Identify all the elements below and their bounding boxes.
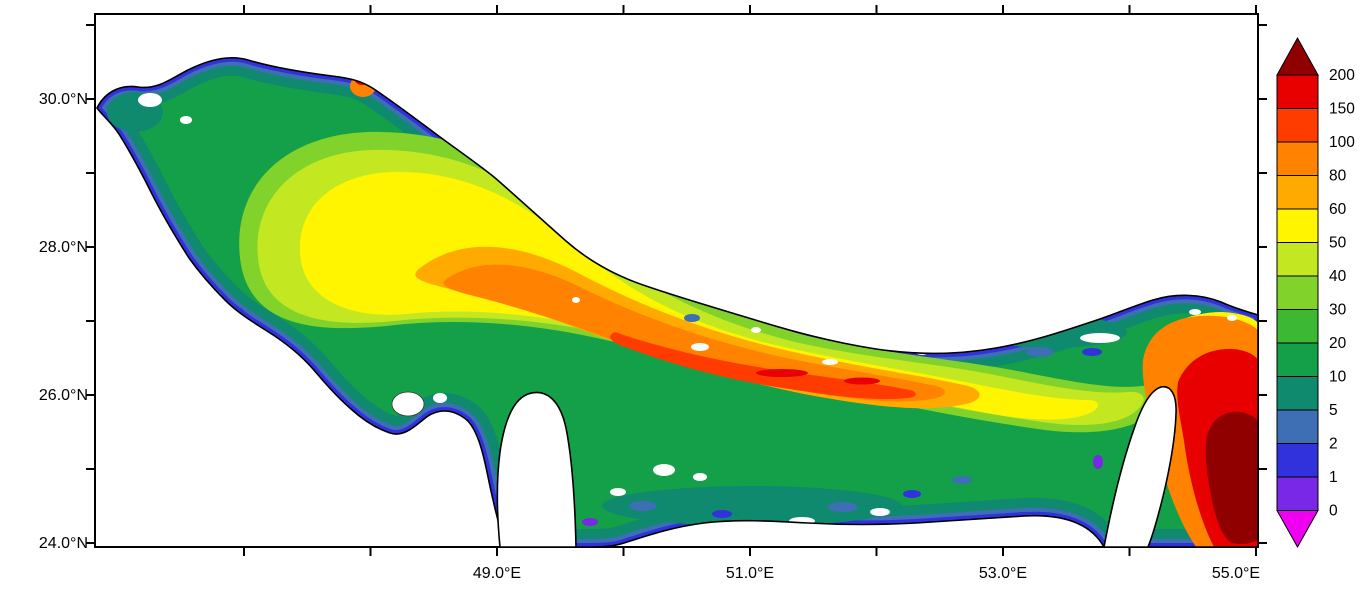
colorbar-label-2: 2	[1329, 436, 1338, 453]
island	[138, 93, 162, 107]
island	[691, 343, 709, 351]
island	[610, 488, 626, 496]
low-value-speckle	[1093, 455, 1103, 469]
colorbar-cell-50-60	[1276, 208, 1319, 243]
contour-dash-150-200	[844, 377, 880, 385]
low-value-speckle	[903, 490, 921, 498]
y-tick-label-24n: 24.0°N	[39, 535, 88, 552]
musandam-peninsula	[1103, 386, 1177, 548]
colorbar-label-5: 5	[1329, 402, 1338, 419]
colorbar-label-50: 50	[1329, 235, 1347, 252]
low-value-speckle	[712, 510, 732, 518]
y-tick-label-28n: 28.0°N	[39, 239, 88, 256]
y-axis-ticks-right	[1258, 24, 1267, 544]
x-tick-label-53e: 53.0°E	[979, 565, 1027, 582]
shallow-patch-northeast	[977, 316, 1127, 348]
colorbar-cell-60-80	[1276, 175, 1319, 210]
low-value-speckle	[629, 501, 657, 511]
low-value-speckle	[155, 246, 165, 254]
colorbar-label-60: 60	[1329, 201, 1347, 218]
map-area	[97, 57, 1258, 547]
x-axis-ticks-top	[243, 5, 1257, 14]
colorbar-cell-0-1	[1276, 476, 1319, 511]
y-axis-ticks-left	[86, 24, 95, 544]
contour-band-80-100	[443, 264, 945, 402]
low-value-speckle	[952, 476, 972, 484]
colorbar-label-100: 100	[1329, 134, 1355, 151]
colorbar-label-200: 200	[1329, 67, 1355, 84]
colorbar-cell-30-40	[1276, 275, 1319, 310]
low-value-speckle	[1026, 347, 1054, 357]
island	[693, 473, 707, 481]
colorbar-label-150: 150	[1329, 101, 1355, 118]
island	[433, 393, 447, 403]
x-tick-label-51e: 51.0°E	[726, 565, 774, 582]
colorbar-label-80: 80	[1329, 168, 1347, 185]
colorbar: 200 150 100 80 60 50 40 30 20 10 5 2 1 0	[1276, 36, 1355, 549]
x-axis-ticks-bottom	[243, 547, 1257, 556]
colorbar-cell-2-5	[1276, 409, 1319, 444]
low-value-speckle	[684, 314, 700, 322]
island-qeshm	[1080, 333, 1120, 343]
island-bahrain	[391, 391, 425, 417]
island	[572, 297, 580, 303]
low-value-speckle	[228, 307, 244, 317]
colorbar-label-20: 20	[1329, 335, 1347, 352]
x-tick-label-55e: 55.0°E	[1212, 565, 1260, 582]
colorbar-over-arrow	[1276, 36, 1319, 76]
y-tick-label-30n: 30.0°N	[39, 91, 88, 108]
colorbar-cell-5-10	[1276, 376, 1319, 411]
contour-band-50-60	[299, 171, 1099, 420]
colorbar-under-arrow	[1276, 510, 1319, 549]
colorbar-label-40: 40	[1329, 268, 1347, 285]
low-value-speckle	[463, 460, 481, 484]
colorbar-label-1: 1	[1329, 469, 1338, 486]
low-value-speckle	[1082, 348, 1102, 356]
low-value-speckle	[202, 290, 222, 302]
colorbar-cell-40-50	[1276, 242, 1319, 277]
colorbar-cell-100-150	[1276, 108, 1319, 143]
colorbar-cell-10-20	[1276, 342, 1319, 377]
island	[822, 359, 838, 365]
colorbar-cell-150-200	[1276, 74, 1319, 109]
colorbar-label-10: 10	[1329, 369, 1347, 386]
island	[1227, 315, 1237, 321]
colorbar-label-0: 0	[1329, 503, 1338, 520]
north-coast-spot-80-100	[350, 75, 376, 97]
oman-core-over-200	[1205, 411, 1258, 544]
island	[1189, 309, 1201, 315]
y-tick-label-26n: 26.0°N	[39, 387, 88, 404]
island	[1020, 324, 1040, 332]
shallow-patch-south-coast	[602, 486, 902, 526]
island	[751, 327, 761, 333]
colorbar-cell-20-30	[1276, 309, 1319, 344]
qatar-peninsula	[496, 391, 577, 548]
low-value-speckle	[582, 518, 598, 526]
colorbar-label-30: 30	[1329, 302, 1347, 319]
island	[870, 508, 890, 516]
island	[180, 116, 192, 124]
contour-streak-100-150	[610, 332, 916, 400]
plot-frame	[94, 13, 1259, 548]
x-tick-label-49e: 49.0°E	[473, 565, 521, 582]
colorbar-cell-80-100	[1276, 141, 1319, 176]
island	[653, 464, 675, 476]
colorbar-cell-1-2	[1276, 443, 1319, 478]
low-value-speckle	[449, 493, 463, 511]
low-value-speckle	[828, 502, 858, 512]
contour-dash-150-200	[756, 369, 808, 377]
low-value-speckle	[433, 424, 457, 440]
